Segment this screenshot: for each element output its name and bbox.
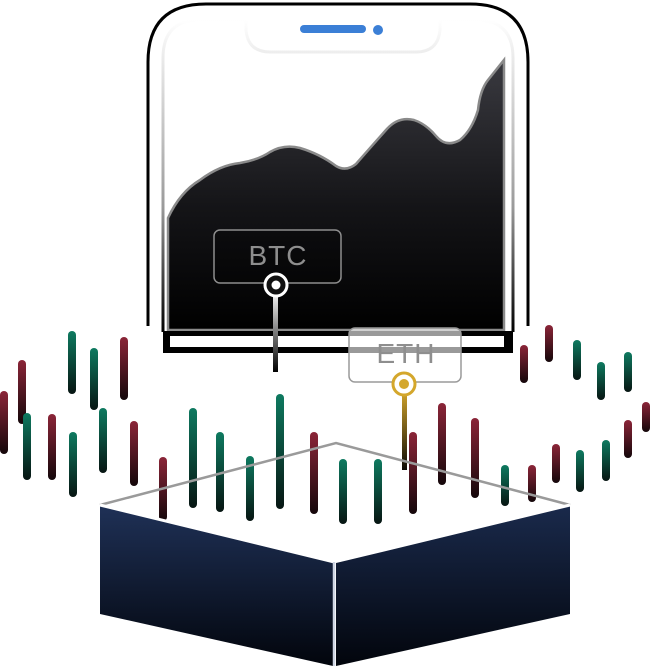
- btc-tag-line: [273, 290, 278, 372]
- platform-top-edge: [99, 441, 571, 507]
- candle-up-bar: [216, 432, 224, 512]
- candle-down-bar: [552, 444, 560, 483]
- candle-down-bar: [624, 420, 632, 458]
- area-chart-graphic: [166, 56, 506, 332]
- candlestick-pattern-back: [0, 325, 632, 454]
- phone-illustration: [146, 2, 530, 353]
- candle-up-bar: [246, 456, 254, 521]
- platform-left-face: [100, 505, 333, 666]
- candle-down-bar: [48, 414, 56, 480]
- btc-tag-label: BTC: [249, 240, 308, 271]
- candle-down-bar: [528, 465, 536, 502]
- notch-speaker: [300, 25, 366, 33]
- candle-down-bar: [520, 345, 528, 383]
- eth-tag-line: [402, 390, 407, 470]
- candle-down-bar: [438, 403, 446, 485]
- candle-down-bar: [545, 325, 553, 362]
- platform-box: [99, 441, 571, 666]
- candle-up-bar: [276, 394, 284, 509]
- eth-price-tag: ETH: [348, 327, 462, 470]
- eth-tag-label: ETH: [377, 338, 436, 369]
- notch-camera: [373, 25, 383, 35]
- candle-up-bar: [624, 352, 632, 392]
- eth-tag-dot: [399, 379, 409, 389]
- candle-up-bar: [90, 348, 98, 410]
- candle-up-bar: [68, 331, 76, 394]
- candle-up-bar: [573, 340, 581, 380]
- candle-up-bar: [339, 459, 347, 524]
- candle-up-bar: [597, 362, 605, 400]
- candle-up-bar: [189, 408, 197, 508]
- candle-down-bar: [310, 432, 318, 514]
- candlestick-pattern-front: [23, 394, 650, 524]
- platform-right-face: [336, 505, 570, 666]
- candle-up-bar: [576, 450, 584, 492]
- candle-up-bar: [501, 465, 509, 506]
- candle-down-bar: [409, 432, 417, 514]
- candle-down-bar: [130, 421, 138, 486]
- candle-up-bar: [99, 408, 107, 473]
- phone-frame: [146, 2, 530, 326]
- candle-up-bar: [23, 413, 31, 480]
- candle-up-bar: [69, 432, 77, 497]
- btc-tag-dot: [271, 280, 281, 290]
- candle-down-bar: [18, 360, 26, 424]
- candle-down-bar: [642, 402, 650, 432]
- phone-inner-edge: [161, 18, 515, 332]
- candle-up-bar: [602, 440, 610, 481]
- candle-down-bar: [120, 337, 128, 400]
- candle-up-bar: [374, 459, 382, 524]
- phone-home-strip: [170, 336, 504, 347]
- btc-price-tag: BTC: [213, 229, 342, 372]
- candle-down-bar: [0, 391, 8, 454]
- candle-down-bar: [471, 418, 479, 498]
